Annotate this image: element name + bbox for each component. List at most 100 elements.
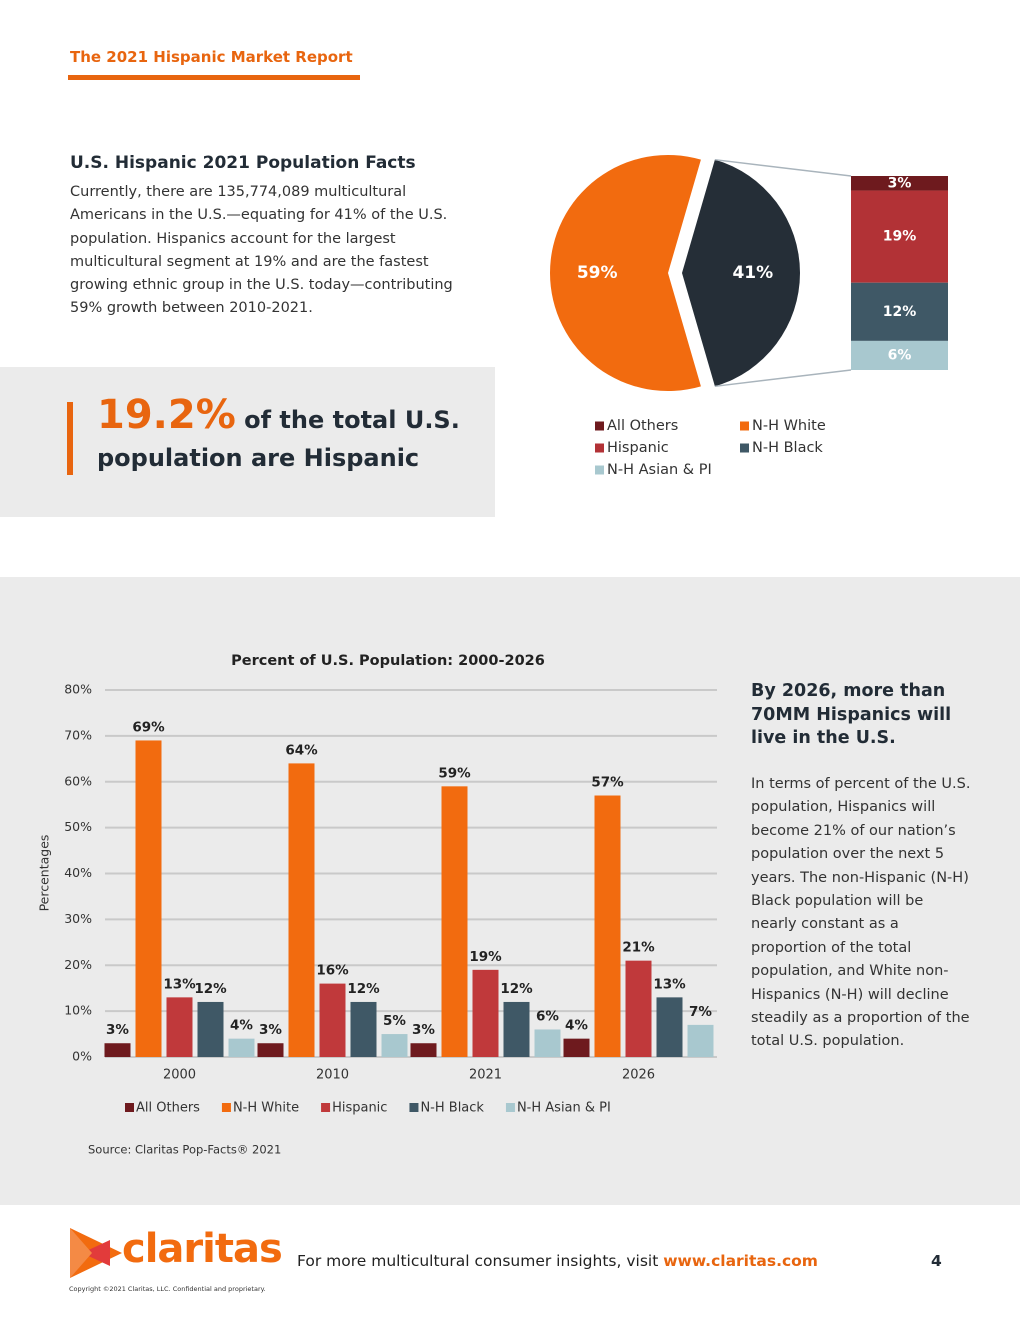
footer-link[interactable]: www.claritas.com [663,1252,818,1270]
x-tick-label: 2026 [622,1068,655,1083]
y-tick-label: 60% [64,773,92,788]
value-label: 4% [565,1018,588,1034]
bar [257,1043,284,1057]
value-label: 12% [347,981,380,997]
legend-label: Hispanic [607,440,669,456]
legend-label: N-H Black [752,440,823,456]
value-label: 4% [230,1018,253,1034]
legend-swatch [595,465,604,475]
footer-note: For more multicultural consumer insights… [297,1252,659,1270]
connector [714,369,852,388]
value-label: 19% [469,949,502,965]
legend-swatch [740,443,749,453]
breakdown-label: 19% [883,229,917,245]
facts-title: U.S. Hispanic 2021 Population Facts [70,153,416,173]
value-label: 13% [163,976,196,992]
y-tick-label: 50% [64,819,92,834]
y-tick-label: 10% [64,1003,92,1018]
callout-bar [67,402,73,475]
connector [714,158,852,177]
y-tick-label: 40% [64,865,92,880]
value-label: 59% [438,765,471,781]
chart-title: Percent of U.S. Population: 2000-2026 [231,653,545,669]
callout-text: of the total U.S. population are Hispani… [97,406,460,472]
bar [288,763,315,1057]
pie-label: 59% [577,263,618,283]
bar [503,1001,530,1057]
source: Source: Claritas Pop-Facts® 2021 [88,1143,281,1157]
legend-swatch [740,421,749,431]
header-rule [68,75,360,80]
sidebar-title: By 2026, more than 70MM Hispanics will l… [751,681,952,748]
value-label: 12% [500,981,533,997]
pie-slice [550,155,701,391]
legend-label: N-H Asian & PI [607,462,712,478]
page-number: 4 [931,1252,942,1270]
value-label: 3% [412,1022,435,1038]
copyright: Copyright ©2021 Claritas, LLC. Confident… [69,1285,266,1293]
legend-swatch [321,1103,331,1112]
legend-swatch [595,421,604,431]
breakdown-segment [851,340,948,370]
breakdown-label: 12% [883,304,917,320]
bar [319,983,346,1057]
value-label: 12% [194,981,227,997]
y-axis-label: Percentages [37,835,52,912]
bar [228,1038,255,1057]
bar [381,1034,408,1057]
value-label: 6% [536,1008,559,1024]
footer-text: For more multicultural consumer insights… [297,1252,818,1270]
legend-label: N-H White [233,1101,299,1116]
bar [534,1029,561,1057]
header-title: The 2021 Hispanic Market Report [70,48,353,66]
value-label: 3% [259,1022,282,1038]
callout-highlight: 19.2% [97,392,236,438]
value-label: 16% [316,963,349,979]
breakdown-segment [851,176,948,191]
x-tick-label: 2021 [469,1068,502,1083]
breakdown-segment [851,282,948,341]
bar [104,1043,131,1057]
x-tick-label: 2000 [163,1068,196,1083]
bar [594,795,621,1057]
legend-label: Hispanic [332,1101,387,1116]
pie-label: 41% [732,263,773,283]
value-label: 7% [689,1004,712,1020]
value-label: 21% [622,940,655,956]
bar [625,960,652,1057]
pie-slice [682,159,800,387]
logo-text: claritas [122,1226,283,1272]
bar [166,997,193,1057]
breakdown-label: 6% [888,347,912,363]
bar [135,740,162,1057]
bar [472,969,499,1057]
legend-label: All Others [607,418,678,434]
chart-section [0,577,1020,1205]
legend-label: N-H Asian & PI [517,1101,611,1116]
sidebar-text: In terms of percent of the U.S. populati… [751,776,971,1050]
value-label: 57% [591,775,624,791]
callout-box [0,367,495,517]
y-tick-label: 30% [64,911,92,926]
legend-label: N-H White [752,418,826,434]
legend-swatch [409,1103,419,1112]
legend-swatch [221,1103,231,1112]
legend-swatch [595,443,604,453]
value-label: 69% [132,719,165,735]
y-tick-label: 80% [64,682,92,697]
bar [350,1001,377,1057]
legend-swatch [125,1103,134,1112]
bar [410,1043,437,1057]
bar [656,997,683,1057]
bar [197,1001,224,1057]
value-label: 13% [653,976,686,992]
breakdown-segment [851,190,948,283]
y-tick-label: 0% [72,1049,92,1064]
value-label: 3% [106,1022,129,1038]
bar [563,1038,590,1057]
y-tick-label: 70% [64,727,92,742]
callout: 19.2% of the total U.S. population are H… [97,395,477,477]
y-tick-label: 20% [64,957,92,972]
x-tick-label: 2010 [316,1068,349,1083]
